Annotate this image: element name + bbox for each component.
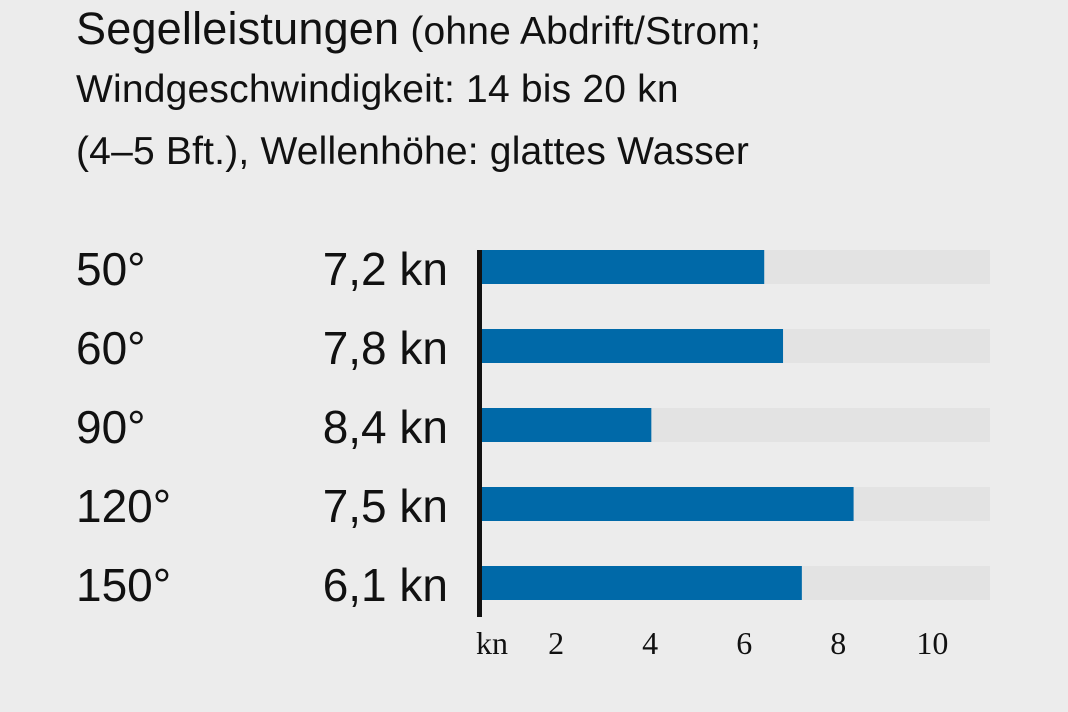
chart-subtitle-line-1: (ohne Abdrift/Strom; — [410, 10, 762, 53]
chart-subtitle-line-2: Windgeschwindigkeit: 14 bis 20 kn — [76, 68, 679, 111]
category-label: 150° — [76, 559, 172, 611]
value-label: 7,5 kn — [322, 480, 448, 532]
value-label: 7,2 kn — [322, 243, 448, 295]
x-tick-label: 10 — [916, 625, 948, 661]
category-label: 120° — [76, 480, 172, 532]
x-axis-unit-label: kn — [476, 625, 508, 661]
x-tick-label: 2 — [548, 625, 564, 661]
value-label: 6,1 kn — [322, 559, 448, 611]
chart-title: Segelleistungen — [76, 3, 400, 54]
value-label: 7,8 kn — [322, 322, 448, 374]
bar-2 — [482, 408, 652, 442]
x-tick-label: 4 — [642, 625, 658, 661]
bar-1 — [482, 329, 784, 363]
title-line-1: Segelleistungen (ohne Abdrift/Strom; — [76, 6, 761, 51]
chart-subtitle-line-3: (4–5 Bft.), Wellenhöhe: glattes Wasser — [76, 130, 750, 173]
category-label: 60° — [76, 322, 146, 374]
category-label: 50° — [76, 243, 146, 295]
bar-3 — [482, 487, 854, 521]
x-tick-label: 8 — [830, 625, 846, 661]
bar-0 — [482, 250, 765, 284]
bar-4 — [482, 566, 802, 600]
y-axis-line — [477, 250, 482, 617]
value-label: 8,4 kn — [322, 401, 448, 453]
x-tick-label: 6 — [736, 625, 752, 661]
category-label: 90° — [76, 401, 146, 453]
